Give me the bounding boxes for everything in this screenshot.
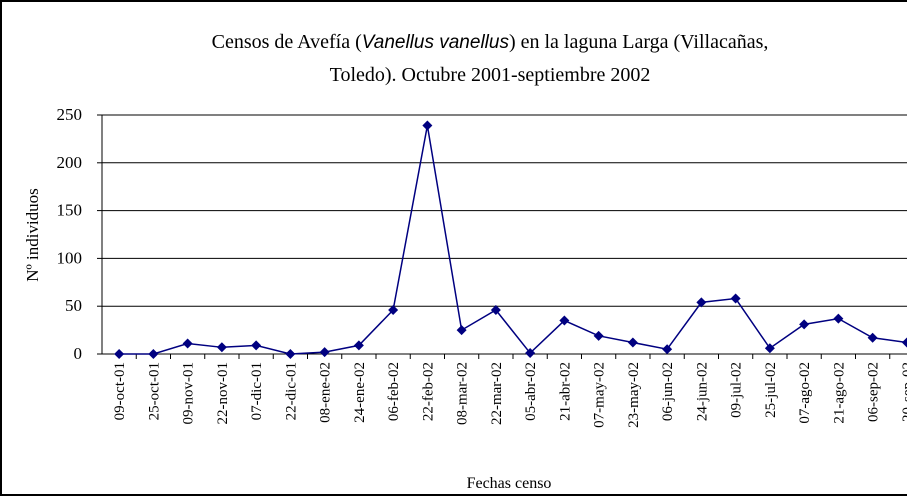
- data-point: [627, 337, 638, 348]
- y-tick-label: 250: [57, 105, 83, 124]
- data-point: [867, 332, 878, 343]
- x-tick-label: 25-oct-01: [146, 362, 162, 420]
- data-point: [593, 330, 604, 341]
- x-tick-label: 06-jun-02: [660, 362, 676, 421]
- x-tick-label: 07-dic-01: [249, 362, 265, 420]
- x-tick-label: 05-abr-02: [523, 362, 539, 421]
- data-point: [319, 347, 330, 358]
- y-tick-label: 50: [65, 296, 82, 315]
- data-point: [114, 349, 125, 359]
- chart-title: Toledo). Octubre 2001-septiembre 2002: [330, 64, 651, 86]
- data-point: [696, 297, 707, 308]
- x-tick-label: 22-mar-02: [489, 362, 505, 425]
- x-axis-title: Fechas censo: [467, 475, 552, 492]
- data-point: [353, 340, 364, 351]
- title-part: Censos de Avefía (: [212, 31, 362, 53]
- data-point: [833, 313, 844, 324]
- x-tick-label: 06-feb-02: [386, 362, 402, 421]
- data-point: [901, 337, 907, 348]
- data-point: [182, 338, 193, 349]
- y-tick-label: 0: [74, 344, 83, 363]
- x-tick-label: 21-ago-02: [831, 362, 847, 424]
- x-tick-label: 24-jun-02: [694, 362, 710, 421]
- data-point: [148, 349, 159, 359]
- x-tick-label: 09-jul-02: [729, 362, 745, 418]
- chart-title: Censos de Avefía (Vanellus vanellus) en …: [212, 31, 769, 53]
- x-tick-label: 06-sep-02: [866, 362, 882, 422]
- x-tick-label: 07-ago-02: [797, 362, 813, 424]
- x-tick-label: 20-sep-02: [900, 362, 907, 422]
- data-line: [119, 125, 907, 355]
- data-point: [456, 325, 467, 336]
- y-tick-label: 100: [57, 248, 83, 267]
- x-tick-label: 08-ene-02: [318, 362, 334, 423]
- title-part: ) en la laguna Larga (Villacañas,: [509, 31, 768, 53]
- data-point: [422, 120, 433, 131]
- y-axis-title: Nº individuos: [23, 188, 42, 282]
- y-tick-label: 200: [57, 153, 83, 172]
- data-point: [388, 305, 399, 316]
- y-tick-label: 150: [57, 201, 83, 220]
- x-tick-label: 23-may-02: [626, 362, 642, 428]
- data-point: [216, 342, 227, 353]
- x-tick-label: 22-dic-01: [283, 362, 299, 420]
- x-tick-label: 25-jul-02: [763, 362, 779, 418]
- data-point: [251, 340, 262, 351]
- data-point: [764, 343, 775, 354]
- x-tick-label: 09-nov-01: [181, 362, 197, 425]
- x-tick-label: 24-ene-02: [352, 362, 368, 423]
- data-point: [662, 344, 673, 355]
- x-tick-label: 09-oct-01: [112, 362, 128, 420]
- title-species: Vanellus vanellus: [362, 32, 510, 53]
- data-point: [285, 349, 296, 359]
- x-tick-label: 22-feb-02: [420, 362, 436, 421]
- data-point: [730, 293, 741, 304]
- x-tick-label: 22-nov-01: [215, 362, 231, 425]
- x-tick-label: 21-abr-02: [557, 362, 573, 421]
- data-point: [799, 319, 810, 330]
- x-tick-label: 07-may-02: [592, 362, 608, 428]
- data-point: [490, 305, 501, 316]
- x-tick-label: 08-mar-02: [455, 362, 471, 425]
- data-point: [559, 315, 570, 326]
- data-point: [525, 348, 536, 359]
